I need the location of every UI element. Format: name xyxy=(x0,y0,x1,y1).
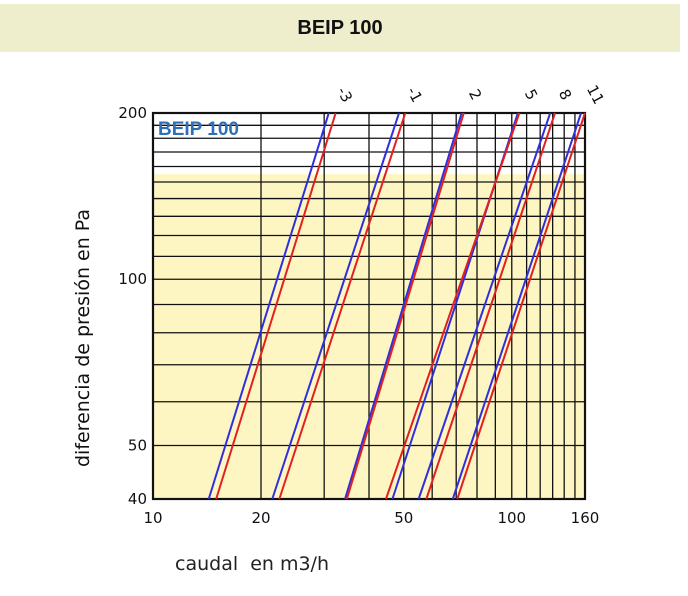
series-line-blue xyxy=(451,112,583,500)
chart-title: BEIP 100 xyxy=(158,119,239,140)
series-label: 2 xyxy=(465,86,485,103)
series-line-blue xyxy=(207,112,330,500)
pressure-flow-chart: -3 -1 2 5 8 11 BEIP 100 10 20 50 100 160 40 50 100 200 d… xyxy=(72,82,608,527)
y-tick-label: 50 xyxy=(128,436,147,454)
title-bar: BEIP 100 xyxy=(0,4,680,52)
series-line-red xyxy=(278,112,407,500)
series-label: -1 xyxy=(403,84,426,106)
y-tick-label: 40 xyxy=(128,490,147,508)
series-line-red xyxy=(425,112,556,500)
x-tick-label: 100 xyxy=(497,509,526,527)
x-axis-label: caudal en m3/h xyxy=(175,553,330,575)
series-line-red xyxy=(385,112,521,500)
series-line-red xyxy=(456,112,586,500)
series-label: 5 xyxy=(521,86,541,103)
page-title: BEIP 100 xyxy=(297,16,383,39)
series-line-blue xyxy=(344,112,463,500)
series-label: 8 xyxy=(555,86,575,103)
x-tick-label: 10 xyxy=(143,509,162,527)
y-axis-label: diferencia de presión en Pa xyxy=(72,209,94,467)
x-tick-label: 50 xyxy=(394,509,413,527)
series-line-red xyxy=(215,112,337,500)
y-tick-label: 100 xyxy=(118,270,147,288)
x-tick-label: 160 xyxy=(571,509,600,527)
series-line-blue xyxy=(417,112,552,500)
series-label: 11 xyxy=(583,82,608,107)
plot-frame xyxy=(151,111,587,501)
y-tick-label: 200 xyxy=(118,104,147,122)
series-label: -3 xyxy=(333,84,356,106)
x-tick-label: 20 xyxy=(251,509,270,527)
series-line-red xyxy=(345,112,465,500)
series-line-blue xyxy=(271,112,400,500)
